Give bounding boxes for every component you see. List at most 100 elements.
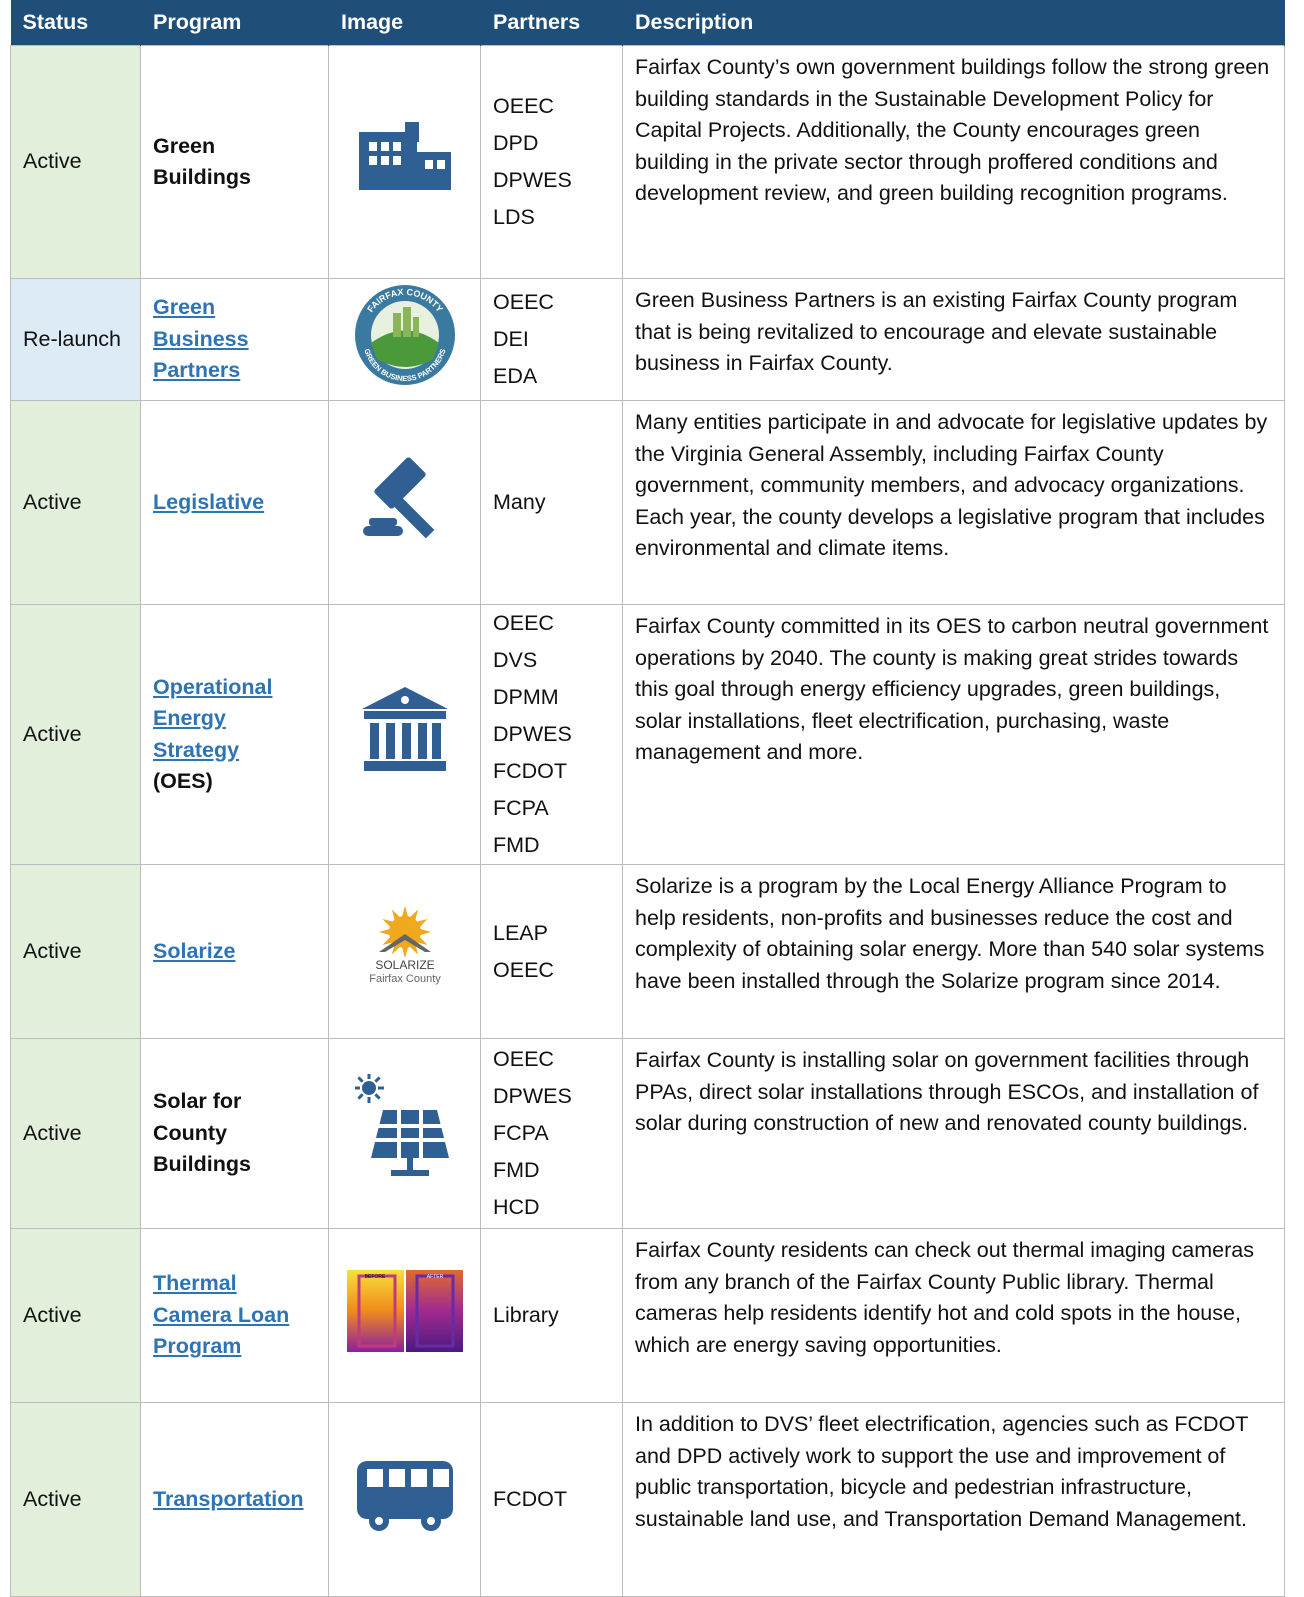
icon-part — [432, 1468, 449, 1487]
description-cell: Solarize is a program by the Local Energ… — [622, 864, 1285, 1039]
description: In addition to DVS’ fleet electrificatio… — [635, 1412, 1249, 1531]
icon-part — [353, 1072, 455, 1176]
description: Green Business Partners is an existing F… — [635, 288, 1238, 375]
program-row: Active Operational Energy Strategy (OES) … — [10, 604, 1285, 865]
icon-part — [392, 156, 401, 166]
icon-part — [390, 1169, 429, 1176]
description-cell: Fairfax County committed in its OES to c… — [622, 604, 1285, 865]
icon-part — [362, 457, 434, 539]
program-name: (OES) — [153, 769, 213, 793]
icon-part: BEFORE AFTER — [346, 1269, 463, 1352]
program-link[interactable]: Thermal Camera Loan Program — [153, 1271, 290, 1359]
partners-cell: OEEC DPWES FCPA FMD HCD — [480, 1038, 623, 1229]
image-cell — [328, 1038, 481, 1229]
program-name: Green Buildings — [153, 133, 251, 190]
partners-cell: OEEC DEI EDA — [480, 278, 623, 401]
description: Fairfax County committed in its OES to c… — [635, 614, 1269, 764]
icon-part — [431, 722, 441, 759]
program-icon — [355, 457, 455, 553]
partners-cell: FCDOT — [480, 1402, 623, 1597]
icon-part — [417, 722, 427, 759]
program-row: Active Solarize SOLARIZE Fairfax County L… — [10, 864, 1285, 1039]
icon-part — [368, 156, 377, 166]
description-cell: Fairfax County’s own government building… — [622, 45, 1285, 279]
partner: FMD — [493, 1158, 540, 1182]
icon-part — [363, 710, 446, 719]
status: Active — [23, 938, 82, 963]
partner: DPMM — [493, 685, 559, 709]
program-link[interactable]: Legislative — [153, 489, 265, 514]
partner: HCD — [493, 1195, 540, 1219]
description: Fairfax County’s own government building… — [635, 55, 1270, 205]
icon-part — [416, 152, 451, 191]
program-row: Active Transportation FCDOT In addition … — [10, 1402, 1285, 1597]
icon-part — [424, 160, 433, 170]
status: Active — [23, 489, 82, 514]
partner: DVS — [493, 648, 538, 672]
partner: DPWES — [493, 722, 572, 746]
icon-part — [368, 517, 397, 526]
partner: DPWES — [493, 1084, 572, 1108]
image-cell — [328, 604, 481, 865]
partner: DPD — [493, 131, 539, 155]
program-row: Active Thermal Camera Loan Program BEFOR… — [10, 1228, 1285, 1403]
icon-part — [370, 330, 439, 367]
icon-part — [357, 1274, 396, 1348]
program-row: Active Green Buildings OEEC DPD DPWES LDS F… — [10, 45, 1285, 279]
partners-cell: Many — [480, 400, 623, 605]
image-cell — [328, 400, 481, 605]
logo-text: SOLARIZE — [375, 958, 434, 972]
partner: Library — [493, 1303, 559, 1327]
program-link[interactable]: Transportation — [153, 1486, 304, 1511]
programs-table: Status Program Image Partners Description Ac… — [10, 0, 1285, 1597]
program-cell: Solarize — [140, 864, 329, 1039]
icon-part — [378, 933, 431, 952]
description-cell: Fairfax County residents can check out t… — [622, 1228, 1285, 1403]
icon-part — [387, 491, 434, 539]
status: Active — [23, 149, 82, 174]
program-link[interactable]: Operational Energy Strategy — [153, 674, 273, 762]
program-link[interactable]: Solarize — [153, 938, 236, 963]
icon-part — [356, 1093, 364, 1100]
icon-part — [400, 695, 409, 704]
icon-part — [369, 722, 379, 759]
status-cell: Active — [10, 1228, 141, 1403]
icon-part — [364, 1123, 455, 1128]
icon-part — [415, 1274, 454, 1348]
status-cell: Active — [10, 604, 141, 865]
description-cell: Many entities participate in and advocat… — [622, 400, 1285, 605]
icon-part — [388, 1468, 405, 1487]
program-icon: SOLARIZE Fairfax County — [355, 905, 455, 997]
partner: DEI — [493, 327, 529, 351]
image-cell — [328, 1402, 481, 1597]
image-cell: SOLARIZE Fairfax County — [328, 864, 481, 1039]
partner: FCPA — [493, 1121, 549, 1145]
logo-text: AFTER — [426, 1274, 443, 1280]
program-link[interactable]: Green Business Partners — [153, 295, 249, 383]
icon-part — [356, 1460, 453, 1531]
program-cell: Solar for County Buildings — [140, 1038, 329, 1229]
icon-part — [362, 457, 434, 539]
program-icon: BEFORE AFTER — [346, 1269, 463, 1357]
partner: OEEC — [493, 957, 554, 982]
partner: LDS — [493, 205, 535, 229]
description: Fairfax County residents can check out t… — [635, 1238, 1254, 1357]
status-cell: Active — [10, 400, 141, 605]
partner: LEAP — [493, 920, 548, 945]
icon-part — [392, 312, 401, 337]
icon-part — [368, 142, 377, 152]
status-cell: Active — [10, 1402, 141, 1597]
logo-text: Fairfax County — [369, 973, 441, 985]
partners-cell: LEAP OEEC — [480, 864, 623, 1039]
icon-part — [374, 1516, 383, 1525]
partner: EDA — [493, 364, 538, 388]
icon-part — [418, 1107, 423, 1160]
status-cell: Active — [10, 45, 141, 279]
image-cell: FAIRFAX COUNTY GREEN BUSINESS PARTNERS — [328, 278, 481, 401]
program-cell: Green Buildings — [140, 45, 329, 279]
icon-part — [436, 160, 445, 170]
icon-part — [404, 122, 419, 143]
image-cell — [328, 45, 481, 279]
